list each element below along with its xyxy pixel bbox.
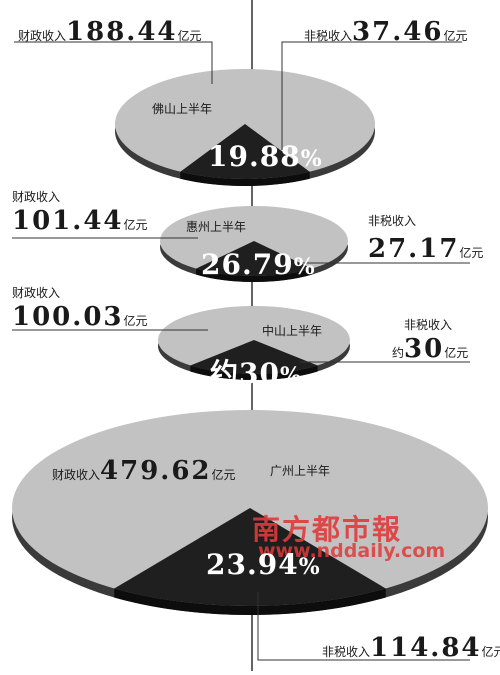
guangzhou-fiscal-value: 479.62 (100, 456, 212, 486)
guangzhou-nontax-unit: 亿元 (481, 645, 500, 659)
zhongshan-fiscal-unit: 亿元 (123, 314, 148, 328)
zhongshan-nontax-value: 30 (404, 334, 445, 364)
foshan-fiscal-unit: 亿元 (177, 29, 202, 43)
guangzhou-percent-sign: % (298, 554, 321, 580)
foshan-nontax-label: 非税收入37.46亿元 (304, 17, 467, 47)
huizhou-nontax-figure: 27.17亿元 (368, 234, 483, 264)
huizhou-percent-sign: % (293, 254, 316, 280)
foshan-fiscal-label: 财政收入188.44亿元 (18, 17, 202, 47)
zhongshan-percent-number: 约30 (210, 357, 280, 390)
foshan-nontax-value: 37.46 (352, 17, 444, 47)
zhongshan-nontax-figure: 约30亿元 (392, 334, 468, 364)
huizhou-fiscal-unit: 亿元 (123, 218, 148, 232)
huizhou-fiscal-value: 101.44 (12, 206, 124, 236)
watermark-url: www.nddaily.com (258, 540, 445, 562)
huizhou-title: 惠州上半年 (186, 220, 247, 234)
zhongshan-percent-sign: % (279, 363, 302, 389)
huizhou-slice-nontax-side (196, 268, 312, 282)
zhongshan-slice-nontax (190, 340, 318, 374)
foshan-percent-sign: % (300, 146, 323, 172)
foshan-percent: 19.88% (208, 140, 323, 173)
guangzhou-nontax-value: 114.84 (370, 633, 482, 663)
zhongshan-nontax-name: 非税收入 (404, 318, 453, 332)
huizhou-fiscal-name: 财政收入 (12, 190, 61, 204)
foshan-slice-nontax (180, 124, 310, 179)
guangzhou-slice-nontax (114, 508, 386, 606)
watermark-url-text: www.nddaily.com (258, 540, 446, 562)
foshan-title: 佛山上半年 (152, 102, 213, 116)
foshan-nontax-name: 非税收入 (304, 29, 353, 43)
guangzhou-percent: 23.94% (206, 548, 321, 581)
guangzhou-fiscal-unit: 亿元 (211, 468, 236, 482)
huizhou-fiscal-figure: 101.44亿元 (12, 206, 148, 236)
foshan-fiscal-leader (14, 41, 213, 84)
foshan-fiscal-value: 188.44 (66, 17, 178, 47)
zhongshan-slice-nontax-side (190, 365, 318, 380)
huizhou-percent-number: 26.79 (201, 248, 294, 281)
guangzhou-title: 广州上半年 (270, 464, 331, 478)
guangzhou-nontax-label: 非税收入114.84亿元 (322, 633, 500, 663)
foshan-percent-number: 19.88 (208, 140, 301, 173)
guangzhou-nontax-name: 非税收入 (322, 645, 371, 659)
guangzhou-nontax-leader (257, 592, 470, 661)
zhongshan-fiscal-name: 财政收入 (12, 286, 61, 300)
zhongshan-nontax-unit: 亿元 (444, 346, 469, 360)
zhongshan-title: 中山上半年 (262, 324, 323, 338)
huizhou-percent: 26.79% (201, 248, 316, 281)
huizhou-nontax-name: 非税收入 (368, 214, 417, 228)
watermark-brand: 南方都市報 (252, 508, 402, 548)
guangzhou-fiscal-name: 财政收入 (52, 468, 101, 482)
watermark-brand-text: 南方都市報 (252, 513, 403, 546)
zhongshan-percent: 约30% (210, 352, 302, 392)
foshan-nontax-leader (281, 41, 462, 150)
huizhou-nontax-value: 27.17 (368, 234, 460, 264)
foshan-slice-nontax-side (180, 171, 310, 186)
huizhou-nontax-unit: 亿元 (459, 246, 484, 260)
zhongshan-nontax-prefix: 约 (392, 346, 405, 360)
foshan-nontax-unit: 亿元 (443, 29, 468, 43)
guangzhou-percent-number: 23.94 (206, 548, 299, 581)
zhongshan-fiscal-figure: 100.03亿元 (12, 302, 148, 332)
guangzhou-slice-nontax-side (114, 588, 386, 615)
foshan-fiscal-name: 财政收入 (18, 29, 67, 43)
huizhou-slice-nontax (196, 241, 312, 276)
zhongshan-fiscal-value: 100.03 (12, 302, 124, 332)
guangzhou-fiscal-label: 财政收入479.62亿元 (52, 456, 236, 486)
